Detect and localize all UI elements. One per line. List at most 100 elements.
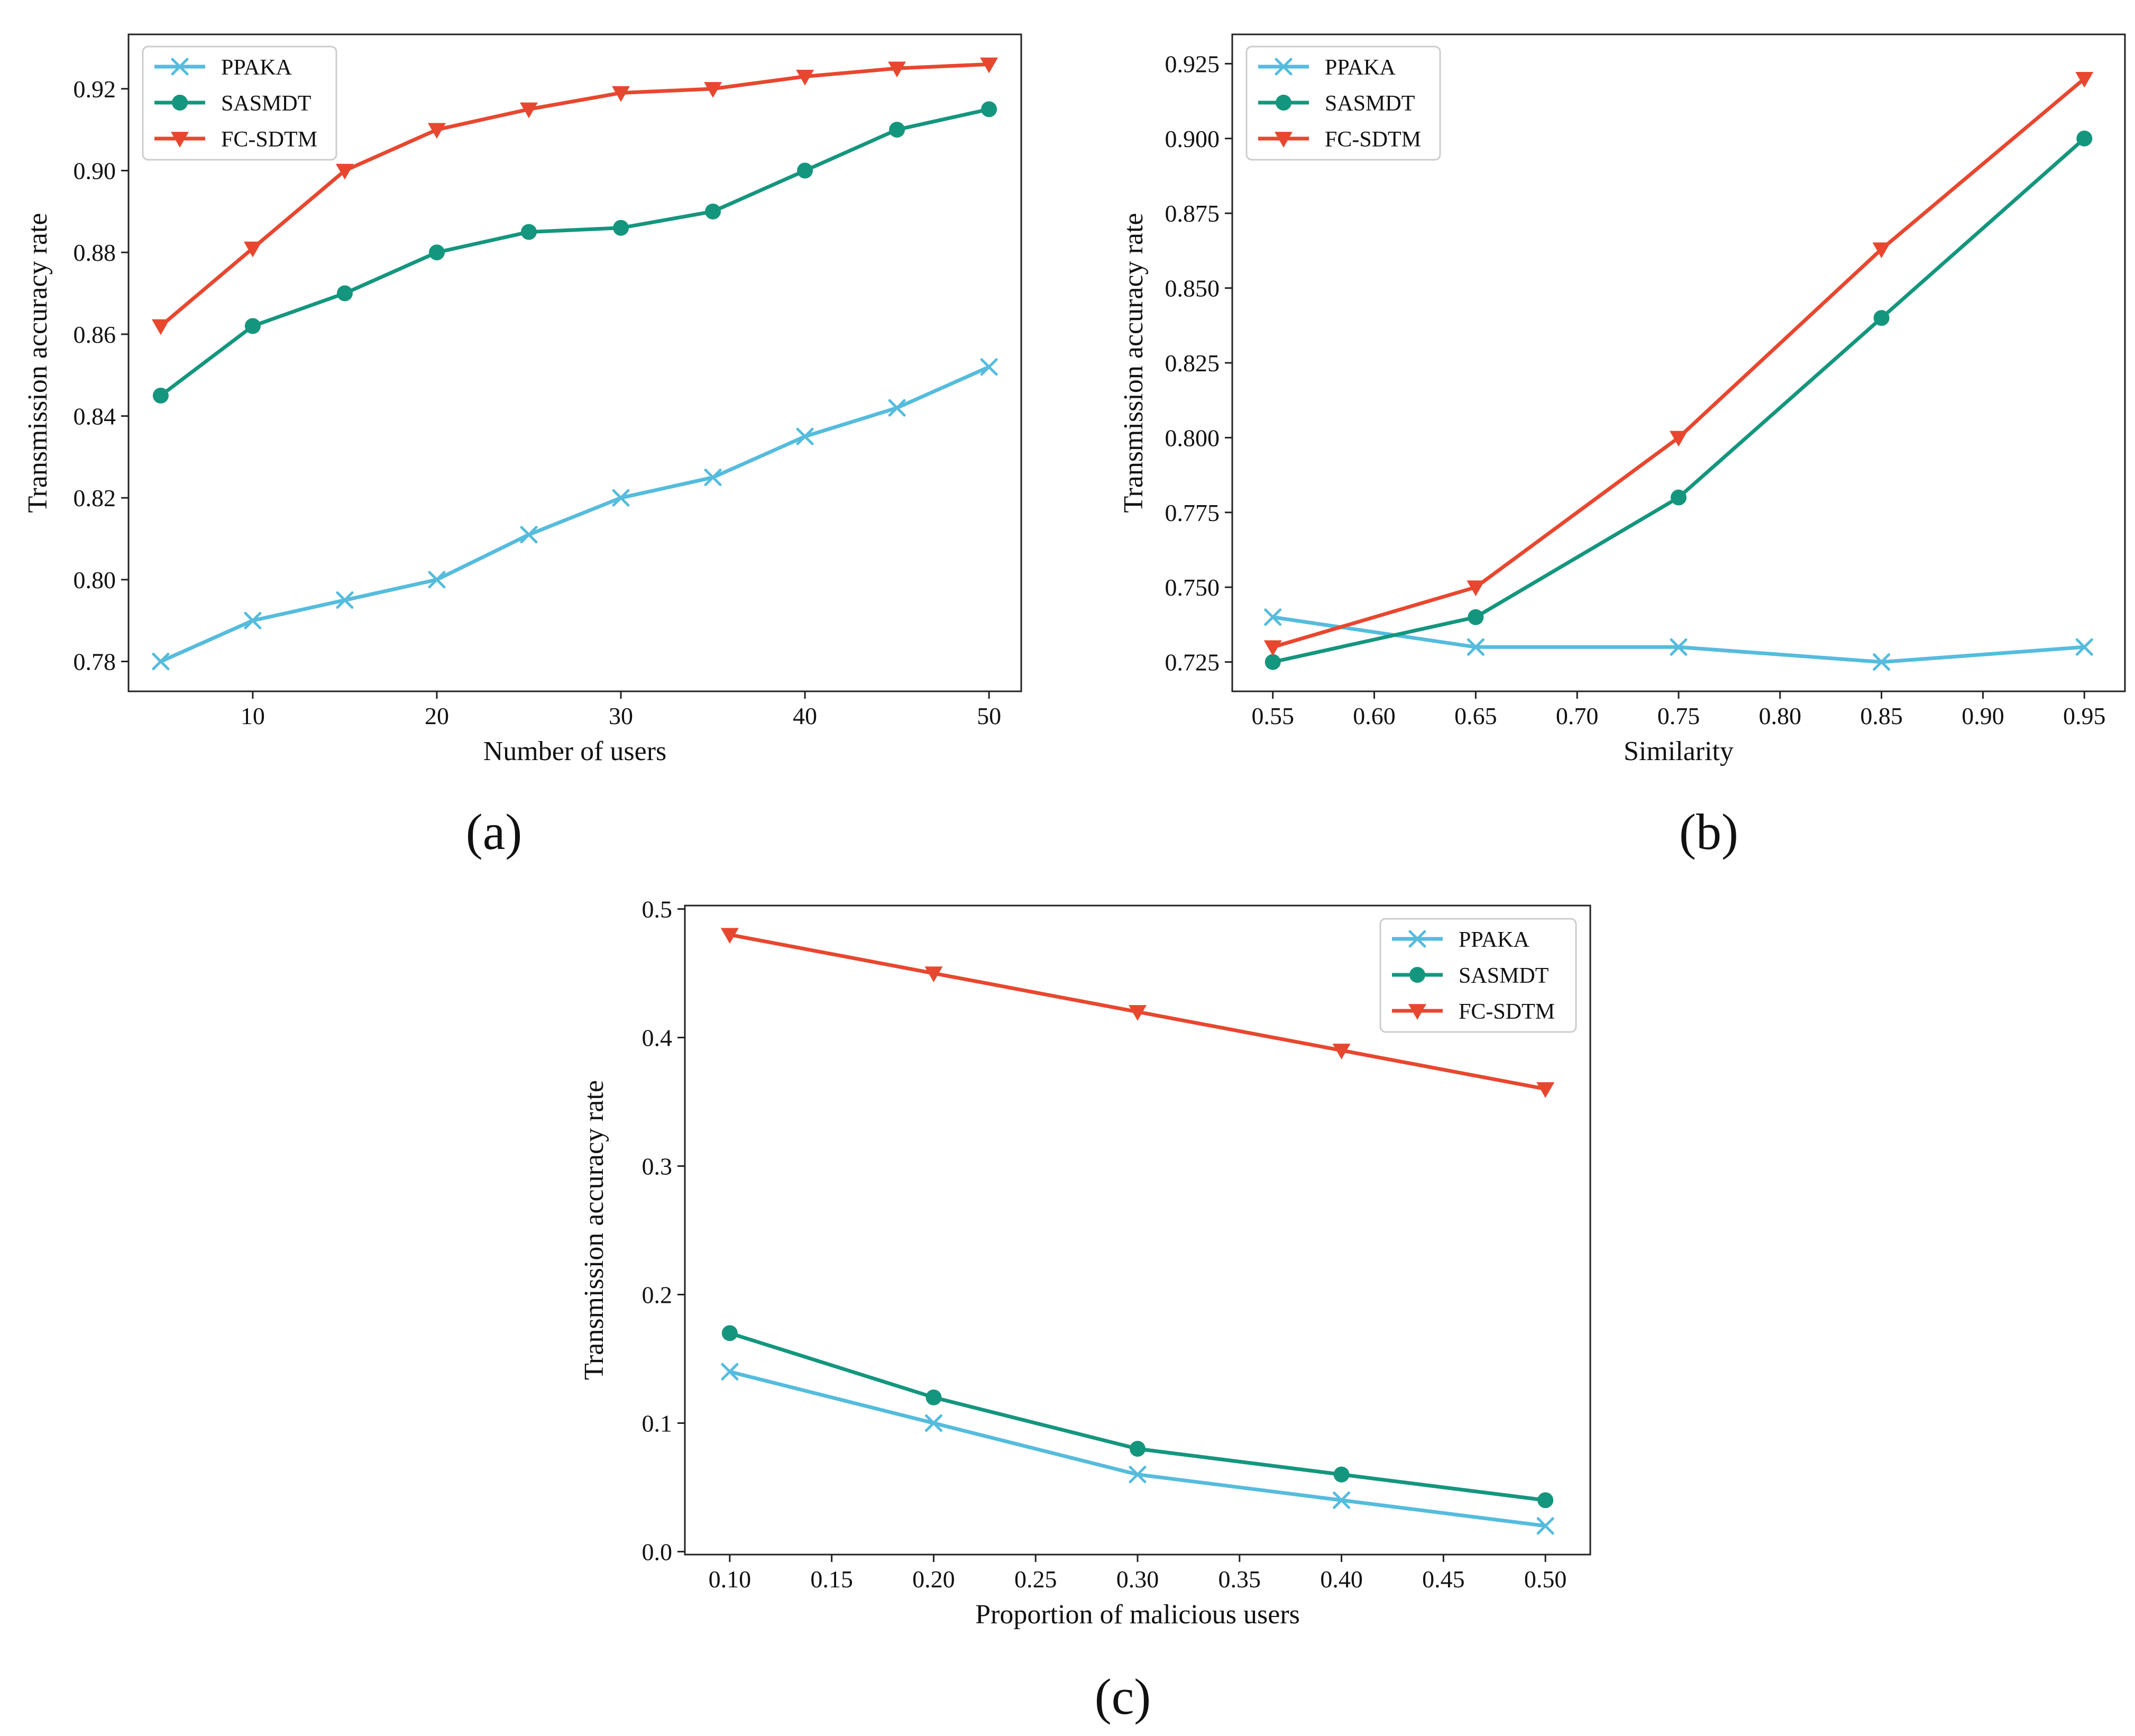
data-point-sasmdt <box>428 244 445 261</box>
data-point-sasmdt <box>926 1389 942 1405</box>
data-point-sasmdt <box>520 224 537 240</box>
y-tick-label: 0.800 <box>1165 424 1220 451</box>
data-point-ppaka <box>612 489 630 507</box>
legend-label-sasmdt: SASMDT <box>1459 964 1548 988</box>
chart-panel-2: 0.55 0.60 0.65 0.70 0.75 0.80 0.85 0.90 0.95 0.72… <box>1119 33 2126 860</box>
data-point-fc-sdtm <box>1129 1005 1147 1021</box>
data-point-fc-sdtm <box>1467 580 1485 597</box>
x-tick-label: 0.25 <box>1014 1566 1057 1593</box>
y-tick-label: 0.4 <box>642 1025 673 1052</box>
series-fc-sdtm <box>151 57 998 335</box>
x-tick-label: 0.20 <box>912 1566 955 1593</box>
data-point-fc-sdtm <box>1670 431 1688 447</box>
data-point-ppaka <box>1333 1491 1351 1509</box>
data-point-sasmdt <box>981 101 997 117</box>
data-point-fc-sdtm <box>519 102 538 118</box>
series-sasmdt <box>152 101 997 404</box>
data-point-ppaka <box>1670 638 1688 656</box>
data-point-ppaka <box>924 1414 942 1432</box>
y-tick-label: 0.875 <box>1165 200 1220 227</box>
data-point-ppaka <box>520 526 538 544</box>
series-line-sasmdt <box>159 107 989 397</box>
legend-marker-sasmdt <box>172 95 188 111</box>
y-tick-label: 0.3 <box>642 1153 673 1180</box>
data-point-sasmdt <box>705 203 721 220</box>
x-tick-label: 50 <box>977 702 1001 729</box>
legend-label-ppaka: PPAKA <box>221 56 292 80</box>
chart-panel-3: 0.10 0.15 0.20 0.25 0.30 0.35 0.40 0.45 0.50 0.0 0… <box>579 896 1591 1725</box>
series-sasmdt <box>1264 130 2093 670</box>
data-point-ppaka <box>1873 653 1891 671</box>
y-axis-label: Transmission accuracy rate <box>23 213 53 513</box>
x-tick-label: 0.95 <box>2063 702 2106 729</box>
data-point-ppaka <box>1129 1466 1147 1484</box>
data-point-sasmdt <box>244 318 261 334</box>
series-line-fc-sdtm <box>1272 77 2086 649</box>
data-point-fc-sdtm <box>1332 1044 1351 1059</box>
data-point-sasmdt <box>1873 310 1890 326</box>
y-tick-label: 0.2 <box>642 1281 673 1308</box>
data-point-sasmdt <box>1671 489 1687 506</box>
x-tick-label: 0.70 <box>1556 702 1599 729</box>
data-point-fc-sdtm <box>243 241 262 258</box>
data-point-sasmdt <box>797 162 813 179</box>
x-tick-label: 0.55 <box>1251 702 1294 729</box>
data-point-fc-sdtm <box>1536 1082 1555 1098</box>
y-tick-label: 0.80 <box>74 567 116 593</box>
legend-marker-fc-sdtm <box>1408 1004 1426 1020</box>
x-tick-label: 0.65 <box>1454 702 1497 729</box>
x-tick-label: 0.35 <box>1218 1566 1261 1593</box>
legend-marker-sasmdt <box>1409 967 1425 983</box>
data-point-ppaka <box>428 571 446 589</box>
legend-marker-ppaka <box>171 58 189 76</box>
x-tick-label: 0.90 <box>1962 702 2004 729</box>
series-ppaka <box>152 358 998 671</box>
data-point-ppaka <box>244 611 262 629</box>
x-tick-label: 40 <box>793 702 817 729</box>
legend-label-ppaka: PPAKA <box>1325 56 1396 80</box>
data-point-ppaka <box>1264 608 1282 626</box>
y-tick-label: 0.5 <box>642 896 673 923</box>
legend-marker-sasmdt <box>1276 95 1291 111</box>
plot-frame <box>127 33 1022 692</box>
data-point-fc-sdtm <box>1263 640 1282 656</box>
data-point-sasmdt <box>1537 1492 1554 1509</box>
x-tick-label: 0.10 <box>709 1566 752 1593</box>
y-tick-label: 0.925 <box>1165 50 1220 77</box>
legend: PPAKA SASMDT FC-SDTM <box>142 45 337 161</box>
y-tick-label: 0.82 <box>74 485 116 511</box>
data-point-fc-sdtm <box>980 57 998 74</box>
legend-marker-fc-sdtm <box>1275 132 1293 148</box>
legend-box <box>142 45 337 161</box>
data-point-ppaka <box>1536 1517 1554 1535</box>
data-point-sasmdt <box>336 285 353 301</box>
y-tick-label: 0.0 <box>642 1538 673 1565</box>
y-tick-label: 0.78 <box>74 648 116 675</box>
legend-box <box>1379 918 1577 1033</box>
data-point-sasmdt <box>152 387 169 404</box>
legend: PPAKA SASMDT FC-SDTM <box>1379 918 1577 1033</box>
data-point-ppaka <box>2075 638 2093 656</box>
data-point-sasmdt <box>1468 609 1484 625</box>
legend-label-fc-sdtm: FC-SDTM <box>1325 127 1421 152</box>
x-tick-label: 0.50 <box>1524 1566 1567 1593</box>
x-tick-label: 0.15 <box>810 1566 853 1593</box>
x-tick-label: 0.80 <box>1759 702 1802 729</box>
panel-label: (c) <box>1095 1668 1151 1725</box>
x-tick-label: 0.85 <box>1860 702 1903 729</box>
y-tick-label: 0.850 <box>1165 275 1220 302</box>
y-tick-label: 0.88 <box>74 239 116 266</box>
data-point-ppaka <box>1467 638 1485 656</box>
data-point-sasmdt <box>1130 1441 1146 1457</box>
series-line-ppaka <box>1272 615 2085 664</box>
x-axis-label: Proportion of malicious users <box>975 1600 1300 1630</box>
x-tick-label: 0.40 <box>1320 1566 1363 1593</box>
data-point-fc-sdtm <box>335 163 354 180</box>
legend-label-ppaka: PPAKA <box>1459 928 1530 952</box>
y-tick-label: 0.750 <box>1165 574 1220 601</box>
data-point-ppaka <box>796 427 814 445</box>
data-point-ppaka <box>152 653 170 671</box>
series-line-fc-sdtm <box>159 62 989 328</box>
series-sasmdt <box>721 1325 1554 1509</box>
